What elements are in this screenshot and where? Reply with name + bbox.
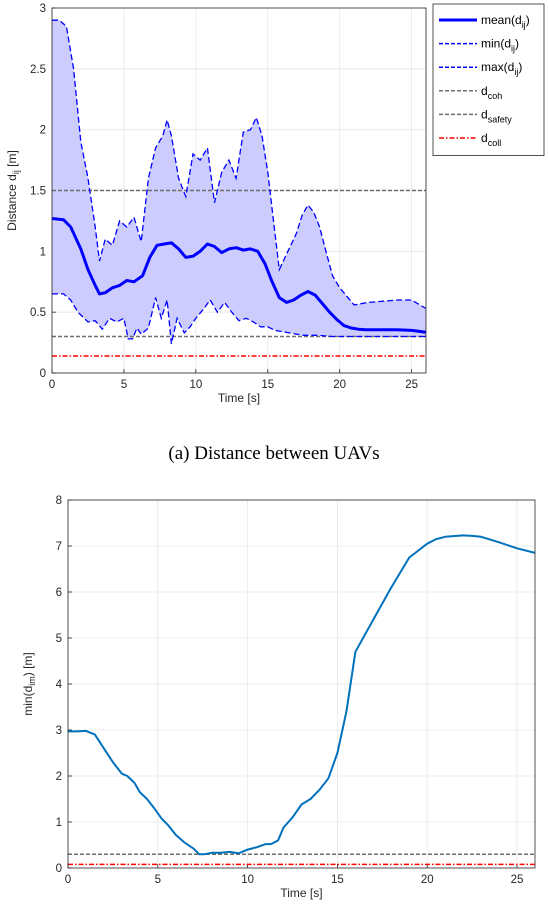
min-series-line [52,293,426,344]
chart-b-y-tick-labels: 0 1 2 3 4 5 6 7 8 [56,495,63,875]
legend-label: dsafety [481,107,512,124]
chart-a-y-axis-label: Distance dij [m] [5,150,21,231]
y-tick-label: 0 [40,368,46,380]
legend-label: mean(dij) [481,13,530,30]
y-tick-label: 2 [40,125,46,137]
chart-b-x-tick-labels: 0 5 10 15 20 25 [65,874,524,886]
y-tick-label: 1 [40,246,46,258]
y-tick-label: 3 [56,725,62,737]
mean-series-line [51,217,427,334]
legend-label: max(dij) [481,60,522,77]
chart-b-grid [67,499,535,869]
chart-a-legend: mean(dij) min(dij) max(dij) dcoh dsafety dcol… [432,3,545,157]
chart-b-series [68,534,536,856]
min-d-im-series-line [68,534,536,856]
x-tick-label: 25 [511,874,524,886]
legend-label: dcoh [481,84,502,101]
chart-a-axes-box [51,7,427,374]
y-tick-label: 5 [56,633,62,645]
max-series-line [52,19,427,310]
x-tick-label: 0 [49,379,55,391]
y-tick-label: 6 [56,587,62,599]
x-tick-label: 0 [65,874,71,886]
x-tick-label: 5 [155,874,161,886]
chart-b-x-axis-label: Time [s] [280,886,322,900]
x-tick-label: 5 [121,379,127,391]
x-tick-label: 20 [421,874,434,886]
y-tick-label: 1 [56,817,62,829]
chart-a-min-max-band [52,20,426,344]
chart-a: 0 5 10 15 20 25 0 0.5 1 1.5 2 2.5 3 Time [s] Distan… [5,3,545,464]
chart-a-y-tick-labels: 0 0.5 1 1.5 2 2.5 3 [30,3,46,380]
x-tick-label: 15 [261,379,274,391]
chart-a-threshold-lines [52,189,426,357]
y-tick-label: 2 [56,771,62,783]
chart-a-x-tick-labels: 0 5 10 15 20 25 [49,379,418,391]
y-tick-label: 1.5 [30,186,46,198]
y-tick-label: 4 [56,679,63,691]
chart-b: 0 5 10 15 20 25 0 1 2 3 4 5 6 7 8 Time [s] min(dim) [… [21,495,536,900]
x-tick-label: 10 [189,379,202,391]
legend-label: dcoll [481,131,501,148]
y-tick-label: 2.5 [30,64,46,76]
y-tick-label: 0.5 [30,307,46,319]
y-tick-label: 3 [40,3,46,15]
chart-a-caption: (a) Distance between UAVs [168,443,379,464]
chart-b-y-axis-label: min(dim) [m] [21,652,37,716]
x-tick-label: 25 [405,379,418,391]
x-tick-label: 10 [241,874,254,886]
chart-b-axes-box [67,499,536,869]
chart-a-series [51,19,427,344]
y-tick-label: 7 [56,541,62,553]
x-tick-label: 15 [331,874,344,886]
chart-b-threshold-lines [68,853,535,866]
y-tick-label: 0 [56,863,62,875]
legend-box [432,3,545,157]
x-tick-label: 20 [333,379,346,391]
chart-a-x-axis-label: Time [s] [218,391,260,405]
legend-label: min(dij) [481,37,519,54]
y-tick-label: 8 [56,495,62,507]
